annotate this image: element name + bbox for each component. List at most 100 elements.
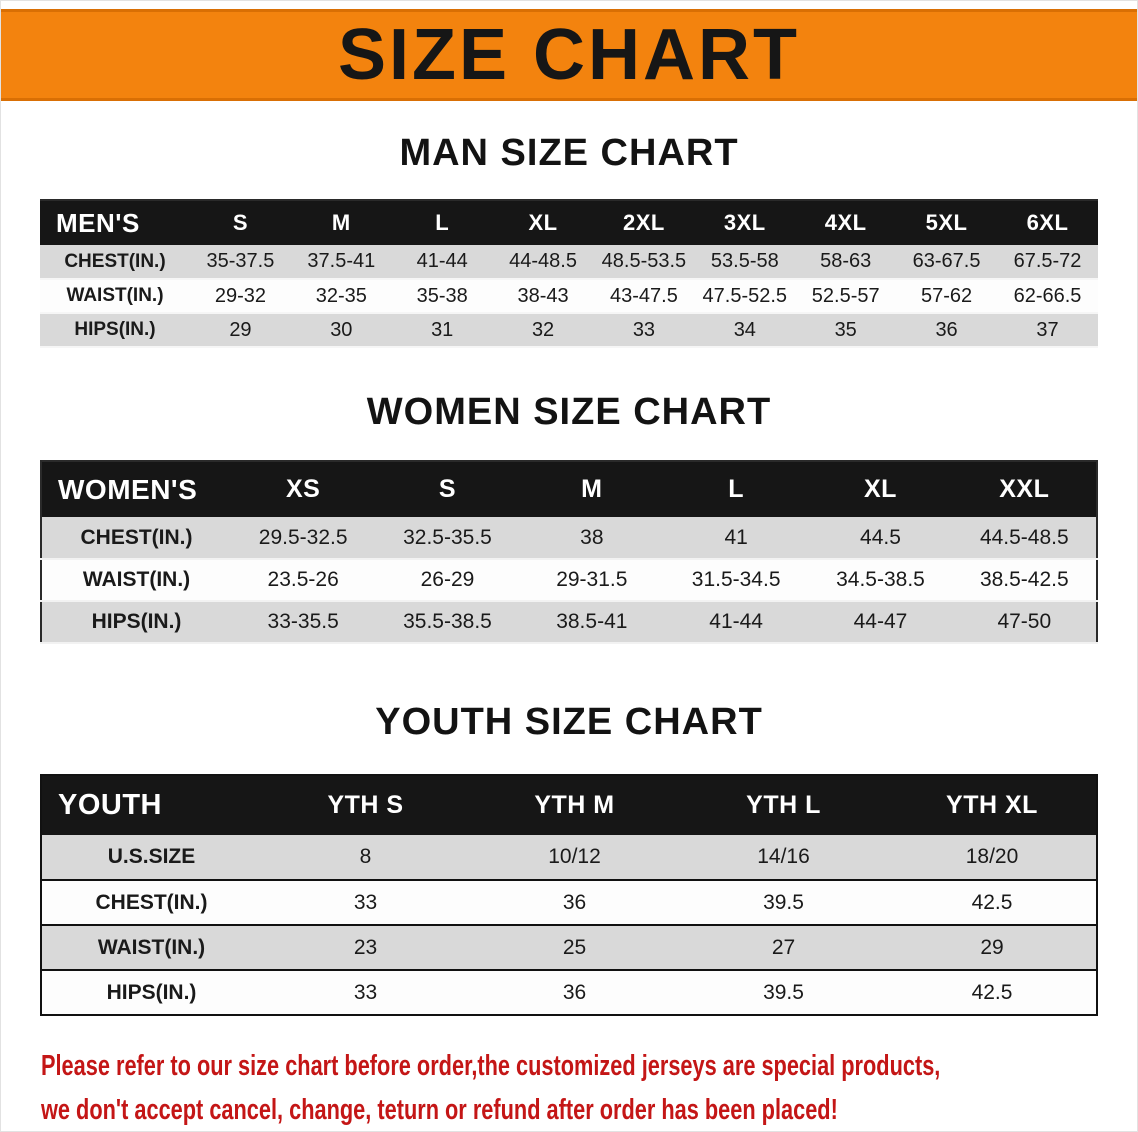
- size-column-header: 4XL: [795, 200, 897, 245]
- size-value-cell: 29-32: [214, 284, 267, 307]
- size-value-cell: 35: [834, 318, 857, 341]
- size-value-cell: 38.5-41: [556, 610, 628, 633]
- size-value-cell: 31: [431, 318, 454, 341]
- row-label: U.S.SIZE: [107, 845, 196, 868]
- disclaimer-line-2: we don't accept cancel, change, teturn o…: [41, 1094, 838, 1126]
- row-label: WAIST(IN.): [97, 935, 206, 959]
- size-value-cell: 37.5-41: [307, 250, 376, 272]
- size-column-header: XL: [808, 461, 953, 517]
- size-value-cell: 33-35.5: [267, 610, 339, 633]
- table-header-row: WOMEN'S XS S M L XL XXL: [41, 461, 1097, 517]
- size-column-header: YTH XL: [888, 775, 1097, 835]
- size-value-cell: 34: [733, 318, 756, 341]
- size-column-header: S: [190, 200, 291, 245]
- size-column-header: L: [391, 200, 493, 245]
- size-value-cell: 31.5-34.5: [691, 568, 781, 591]
- row-label: HIPS(IN.): [74, 319, 156, 340]
- size-value-cell: 35.5-38.5: [403, 610, 492, 633]
- table-row: CHEST(IN.) 33 36 39.5 42.5: [41, 880, 1097, 925]
- size-value-cell: 44.5: [860, 525, 901, 549]
- size-value-cell: 41-44: [709, 610, 763, 633]
- row-label: CHEST(IN.): [64, 250, 166, 272]
- size-value-cell: 43-47.5: [610, 284, 678, 307]
- size-value-cell: 57-62: [920, 284, 973, 307]
- disclaimer-line-1: Please refer to our size chart before or…: [41, 1050, 941, 1082]
- row-label: WAIST(IN.): [66, 285, 164, 306]
- table-row: HIPS(IN.) 33 36 39.5 42.5: [41, 970, 1097, 1015]
- size-value-cell: 29-31.5: [556, 568, 628, 591]
- row-label: WAIST(IN.): [82, 568, 191, 591]
- youth-size-section: YOUTH SIZE CHART YOUTH YTH S YTH M YTH L YTH…: [1, 700, 1137, 1016]
- table-row: WAIST(IN.) 23.5-26 26-29 29-31.5 31.5-34.5 34…: [41, 559, 1097, 601]
- table-row: CHEST(IN.) 29.5-32.5 32.5-35.5 38 41 44.5 44.5…: [41, 517, 1097, 559]
- size-value-cell: 23.5-26: [267, 568, 339, 591]
- size-value-cell: 29: [229, 318, 252, 341]
- row-label: HIPS(IN.): [106, 980, 197, 1004]
- size-value-cell: 27: [771, 935, 796, 959]
- size-value-cell: 32.5-35.5: [403, 525, 492, 549]
- size-value-cell: 32: [531, 318, 555, 341]
- size-value-cell: 41: [724, 525, 748, 549]
- size-value-cell: 33: [632, 318, 656, 341]
- size-value-cell: 33: [353, 980, 378, 1004]
- row-label: CHEST(IN.): [80, 525, 193, 549]
- size-value-cell: 63-67.5: [912, 250, 981, 272]
- size-value-cell: 41-44: [416, 250, 468, 272]
- size-value-cell: 38: [580, 525, 604, 549]
- table-row: HIPS(IN.) 29 30 31 32 33 34 35 36 37: [40, 313, 1098, 347]
- table-row: WAIST(IN.) 23 25 27 29: [41, 925, 1097, 970]
- youth-size-table: YOUTH YTH S YTH M YTH L YTH XL U.S.SIZE 8 10/12…: [40, 774, 1098, 1016]
- women-section-heading: WOMEN SIZE CHART: [366, 391, 772, 433]
- size-value-cell: 44-47: [853, 610, 908, 633]
- size-value-cell: 39.5: [763, 890, 804, 914]
- size-value-cell: 32-35: [315, 284, 367, 307]
- size-column-header: M: [519, 461, 664, 517]
- size-value-cell: 47.5-52.5: [702, 284, 788, 307]
- table-row: HIPS(IN.) 33-35.5 35.5-38.5 38.5-41 41-44 44-…: [41, 601, 1097, 643]
- women-size-section: WOMEN SIZE CHART WOMEN'S XS S M L XL XXL CHEST(…: [1, 390, 1137, 644]
- size-value-cell: 58-63: [820, 250, 872, 272]
- size-value-cell: 26-29: [420, 568, 475, 591]
- size-value-cell: 35-38: [416, 284, 468, 307]
- size-value-cell: 34.5-38.5: [836, 568, 925, 591]
- table-corner-label: WOMEN'S: [41, 461, 231, 517]
- page-title: SIZE CHART: [338, 15, 800, 95]
- row-label: HIPS(IN.): [91, 610, 182, 633]
- size-value-cell: 36: [562, 890, 587, 914]
- size-value-cell: 36: [562, 980, 587, 1004]
- size-column-header: XXL: [952, 461, 1097, 517]
- size-value-cell: 38.5-42.5: [979, 568, 1069, 591]
- size-value-cell: 52.5-57: [811, 284, 880, 307]
- size-column-header: 6XL: [997, 200, 1098, 245]
- size-value-cell: 67.5-72: [1013, 250, 1082, 272]
- size-value-cell: 23: [353, 935, 378, 959]
- size-value-cell: 62-66.5: [1013, 284, 1082, 307]
- size-value-cell: 25: [562, 935, 587, 959]
- size-value-cell: 29: [980, 935, 1004, 959]
- size-value-cell: 18/20: [965, 845, 1019, 868]
- men-size-table: MEN'S S M L XL 2XL 3XL 4XL 5XL 6XL CHEST(IN.) 35-37…: [40, 199, 1098, 348]
- size-value-cell: 30: [330, 318, 353, 341]
- size-column-header: XL: [492, 200, 594, 245]
- size-column-header: YTH L: [679, 775, 888, 835]
- table-header-row: YOUTH YTH S YTH M YTH L YTH XL: [41, 775, 1097, 835]
- youth-section-heading: YOUTH SIZE CHART: [375, 701, 763, 743]
- table-corner-label: YOUTH: [41, 775, 261, 835]
- size-value-cell: 42.5: [971, 890, 1013, 914]
- table-header-row: MEN'S S M L XL 2XL 3XL 4XL 5XL 6XL: [40, 200, 1098, 245]
- table-row: CHEST(IN.) 35-37.5 37.5-41 41-44 44-48.5 48.5…: [40, 245, 1098, 279]
- size-value-cell: 10/12: [548, 845, 601, 868]
- women-size-table: WOMEN'S XS S M L XL XXL CHEST(IN.) 29.5-32.5 32.5…: [40, 460, 1098, 644]
- size-value-cell: 53.5-58: [710, 250, 779, 272]
- size-value-cell: 39.5: [763, 980, 804, 1004]
- banner: SIZE CHART: [1, 9, 1137, 101]
- disclaimer-note: Please refer to our size chart before or…: [41, 1044, 940, 1131]
- size-value-cell: 42.5: [971, 980, 1013, 1004]
- size-value-cell: 37: [1036, 318, 1059, 341]
- size-value-cell: 47-50: [997, 610, 1052, 633]
- size-column-header: YTH M: [470, 775, 679, 835]
- men-size-section: MAN SIZE CHART MEN'S S M L XL 2XL 3XL 4XL 5XL 6XL…: [1, 131, 1137, 348]
- size-column-header: 2XL: [593, 200, 695, 245]
- size-value-cell: 48.5-53.5: [601, 250, 687, 272]
